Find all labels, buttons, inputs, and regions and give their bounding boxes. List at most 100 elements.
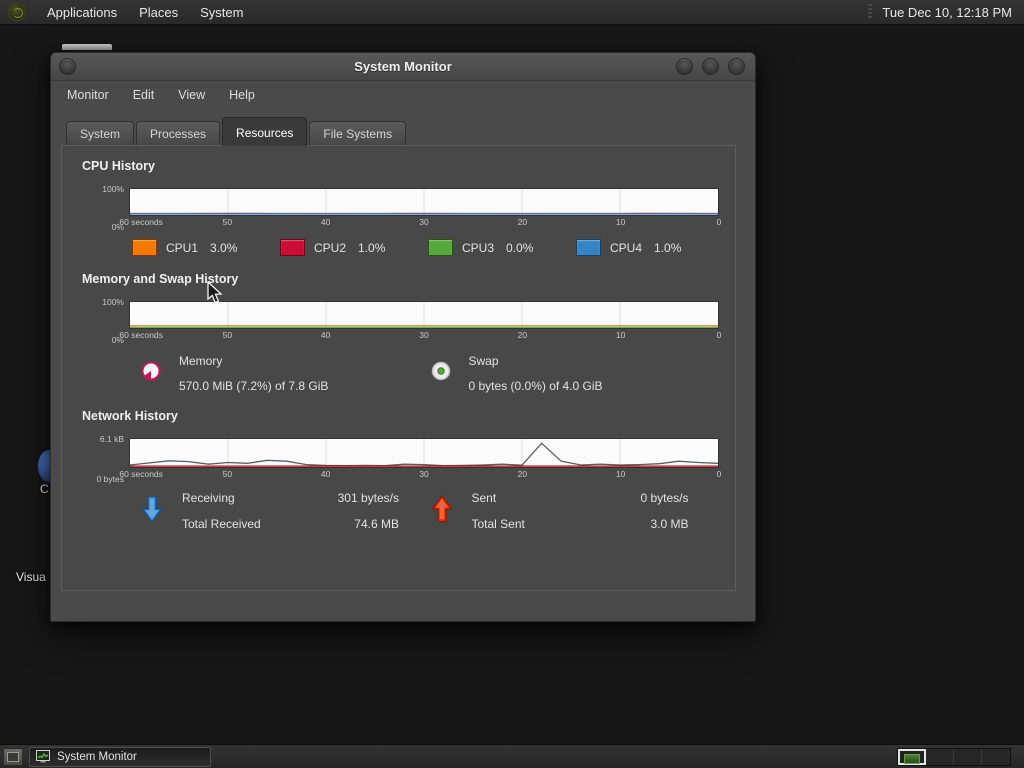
workspace-1[interactable] [898, 749, 926, 765]
network-x-axis: 60 seconds 50 40 30 20 10 0 [119, 468, 721, 481]
cpu3-color-swatch[interactable] [428, 239, 453, 256]
cpu2-label: CPU2 [314, 240, 347, 255]
window-menu-button[interactable] [59, 58, 76, 75]
menu-applications[interactable]: Applications [47, 4, 118, 20]
x-tick-label: 30 [419, 217, 429, 227]
close-button[interactable] [728, 58, 745, 75]
memory-x-axis: 60 seconds 50 40 30 20 10 0 [119, 329, 721, 342]
cpu3-label: CPU3 [462, 240, 495, 255]
memory-swap-details: Memory 570.0 MiB (7.2%) of 7.8 GiB Swap … [140, 354, 719, 393]
show-desktop-icon[interactable] [3, 747, 23, 766]
bottom-taskbar: System Monitor [0, 744, 1024, 768]
swap-detail: Swap 0 bytes (0.0%) of 4.0 GiB [430, 354, 720, 393]
network-history-title: Network History [82, 409, 178, 423]
x-tick-label: 20 [517, 469, 528, 479]
cpu4-label: CPU4 [610, 240, 643, 255]
workspace-3[interactable] [954, 749, 982, 765]
swap-label: Swap [468, 354, 499, 368]
x-tick-label: 40 [320, 217, 331, 227]
distro-logo-icon[interactable] [8, 3, 26, 21]
desktop-icon-label: C [40, 482, 49, 496]
top-panel: Applications Places System Tue Dec 10, 1… [0, 0, 1024, 25]
menu-view[interactable]: View [178, 88, 206, 102]
menu-edit[interactable]: Edit [132, 88, 155, 102]
receiving-value: 301 bytes/s [337, 491, 399, 505]
menu-system[interactable]: System [200, 4, 244, 20]
cpu3-legend-item: CPU3 0.0% [428, 239, 576, 256]
y-tick-label: 0% [111, 335, 124, 345]
clock[interactable]: Tue Dec 10, 12:18 PM [882, 4, 1012, 20]
tab-resources[interactable]: Resources [222, 117, 308, 146]
panel-drag-handle[interactable] [868, 4, 873, 20]
menu-places[interactable]: Places [139, 4, 179, 20]
cpu2-legend-item: CPU2 1.0% [280, 239, 428, 256]
receiving-label: Receiving [182, 491, 235, 505]
x-tick-label: 20 [517, 217, 528, 227]
total-received-value: 74.6 MB [354, 517, 399, 531]
tab-system[interactable]: System [66, 121, 135, 146]
x-tick-label: 10 [615, 469, 626, 479]
cpu1-legend-item: CPU1 3.0% [132, 239, 280, 256]
memory-label: Memory [179, 354, 223, 368]
menu-monitor[interactable]: Monitor [67, 88, 109, 102]
cpu-y-axis: 100% 0% [82, 184, 129, 232]
cpu-legend: CPU1 3.0% CPU2 1.0% CPU3 0.0% CPU4 1.0% [132, 239, 724, 256]
resources-page: CPU History 100% 0% 60 seconds 50 40 30 20 10 0… [61, 145, 736, 591]
swap-value: 0 bytes (0.0%) of 4.0 GiB [468, 379, 603, 393]
x-tick-label: 60 seconds [119, 469, 163, 479]
cpu1-label: CPU1 [166, 240, 199, 255]
x-tick-label: 40 [320, 469, 331, 479]
x-tick-label: 30 [419, 469, 429, 479]
memory-history-title: Memory and Swap History [82, 272, 239, 286]
mouse-cursor [206, 280, 224, 310]
minimize-button[interactable] [676, 58, 693, 75]
desktop-icon-label: Visua [16, 570, 46, 584]
y-tick-label: 0 bytes [96, 474, 124, 484]
maximize-button[interactable] [702, 58, 719, 75]
x-tick-label: 60 seconds [119, 330, 163, 340]
cpu4-legend-item: CPU4 1.0% [576, 239, 724, 256]
y-tick-label: 6.1 kB [99, 434, 124, 444]
tab-bar: System Processes Resources File Systems [61, 117, 736, 146]
x-tick-label: 10 [615, 217, 626, 227]
sent-detail: Sent 0 bytes/s Total Sent 3.0 MB [430, 491, 720, 531]
cpu4-value: 1.0% [654, 240, 682, 255]
sent-label: Sent [471, 491, 497, 505]
task-label: System Monitor [57, 750, 137, 763]
x-tick-label: 50 [222, 330, 233, 340]
taskbar-system-monitor-button[interactable]: System Monitor [29, 746, 211, 767]
memory-detail: Memory 570.0 MiB (7.2%) of 7.8 GiB [140, 354, 430, 393]
cpu-x-axis: 60 seconds 50 40 30 20 10 0 [119, 216, 721, 229]
workspace-switcher [897, 748, 1011, 766]
network-history-chart [129, 438, 719, 468]
workspace-2[interactable] [926, 749, 954, 765]
menu-help[interactable]: Help [229, 88, 255, 102]
cpu-history-chart [129, 188, 719, 216]
x-tick-label: 60 seconds [119, 217, 163, 227]
memory-value: 570.0 MiB (7.2%) of 7.8 GiB [179, 379, 329, 393]
cpu2-color-swatch[interactable] [280, 239, 305, 256]
cpu3-value: 0.0% [506, 240, 534, 255]
network-y-axis: 6.1 kB 0 bytes [82, 434, 129, 484]
cpu-history-title: CPU History [82, 159, 155, 173]
cpu4-color-swatch[interactable] [576, 239, 601, 256]
x-tick-label: 50 [222, 469, 233, 479]
download-arrow-icon [140, 491, 166, 531]
workspace-4[interactable] [982, 749, 1010, 765]
titlebar[interactable]: System Monitor [51, 53, 755, 81]
cpu1-value: 3.0% [210, 240, 238, 255]
swap-pie-icon [430, 354, 454, 393]
tab-file-systems[interactable]: File Systems [309, 121, 407, 146]
total-sent-label: Total Sent [471, 517, 525, 531]
tab-processes[interactable]: Processes [136, 121, 221, 146]
y-tick-label: 100% [102, 184, 124, 194]
x-tick-label: 20 [517, 330, 528, 340]
total-received-label: Total Received [182, 517, 261, 531]
cpu1-color-swatch[interactable] [132, 239, 157, 256]
memory-history-chart [129, 301, 719, 329]
background-window-edge [62, 44, 112, 50]
x-tick-label: 30 [419, 330, 429, 340]
menubar: Monitor Edit View Help [51, 81, 755, 109]
x-tick-label: 40 [320, 330, 331, 340]
memory-pie-icon [140, 354, 164, 393]
